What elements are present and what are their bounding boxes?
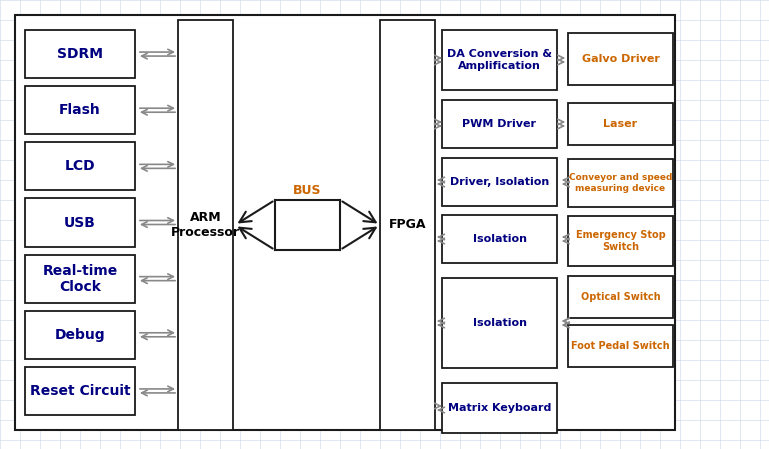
Text: PWM Driver: PWM Driver xyxy=(462,119,537,129)
Text: Isolation: Isolation xyxy=(472,318,527,328)
Text: Emergency Stop
Switch: Emergency Stop Switch xyxy=(576,230,665,252)
Text: SDRM: SDRM xyxy=(57,47,103,61)
Bar xyxy=(442,383,557,433)
Bar xyxy=(380,20,435,430)
Text: LCD: LCD xyxy=(65,159,95,173)
Text: Matrix Keyboard: Matrix Keyboard xyxy=(448,403,551,413)
Bar xyxy=(568,216,673,266)
Text: Debug: Debug xyxy=(55,328,105,342)
Text: Reset Circuit: Reset Circuit xyxy=(30,384,130,398)
Text: Real-time
Clock: Real-time Clock xyxy=(42,264,118,294)
Bar xyxy=(25,311,135,359)
Text: USB: USB xyxy=(64,216,96,229)
Text: Driver, Isolation: Driver, Isolation xyxy=(450,177,549,187)
Text: Optical Switch: Optical Switch xyxy=(581,292,661,302)
Text: Laser: Laser xyxy=(604,119,638,129)
Bar xyxy=(568,159,673,207)
Bar xyxy=(25,255,135,303)
Bar xyxy=(568,276,673,318)
Text: FPGA: FPGA xyxy=(389,219,426,232)
Bar xyxy=(442,100,557,148)
Bar xyxy=(568,103,673,145)
Bar xyxy=(25,142,135,190)
Text: Isolation: Isolation xyxy=(472,234,527,244)
Bar xyxy=(25,198,135,247)
Bar xyxy=(25,30,135,78)
Bar xyxy=(178,20,233,430)
Bar xyxy=(442,278,557,368)
Text: Galvo Driver: Galvo Driver xyxy=(581,54,660,64)
Bar xyxy=(568,325,673,367)
Bar xyxy=(442,215,557,263)
Bar xyxy=(442,158,557,206)
Text: Flash: Flash xyxy=(59,103,101,117)
Bar xyxy=(25,86,135,134)
Bar xyxy=(15,15,675,430)
Text: ARM
Processor: ARM Processor xyxy=(171,211,240,239)
Text: BUS: BUS xyxy=(293,184,321,197)
Text: Conveyor and speed
measuring device: Conveyor and speed measuring device xyxy=(569,173,672,193)
Bar xyxy=(25,367,135,415)
Text: DA Conversion &
Amplification: DA Conversion & Amplification xyxy=(447,49,552,71)
Text: Foot Pedal Switch: Foot Pedal Switch xyxy=(571,341,670,351)
Bar xyxy=(442,30,557,90)
Bar xyxy=(568,33,673,85)
